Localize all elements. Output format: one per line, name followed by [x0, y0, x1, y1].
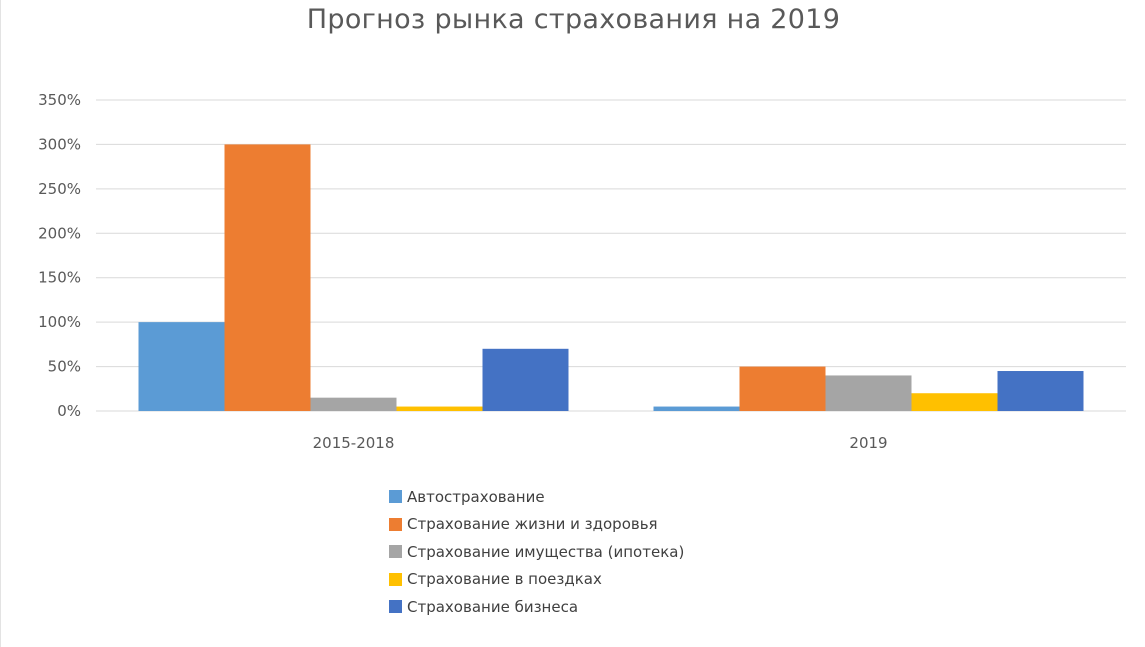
legend-item: Страхование бизнеса: [389, 593, 684, 621]
legend-swatch: [389, 600, 402, 614]
bar: [825, 375, 912, 411]
y-tick-label: 0%: [57, 402, 81, 420]
y-tick-label: 150%: [38, 269, 81, 287]
chart-title: Прогноз рынка страхования на 2019: [306, 4, 841, 35]
legend-item: Страхование в поездках: [389, 566, 684, 594]
bar: [653, 406, 740, 411]
legend-label: Страхование бизнеса: [407, 597, 579, 616]
bar: [482, 348, 569, 411]
bar: [911, 393, 998, 411]
bar: [224, 144, 311, 411]
legend: Автострахование Страхование жизни и здоро…: [389, 483, 684, 621]
bar: [997, 371, 1084, 411]
y-tick-label: 250%: [38, 180, 81, 198]
legend-swatch: [389, 545, 402, 559]
y-tick-label: 100%: [38, 313, 81, 331]
legend-swatch: [389, 572, 402, 586]
legend-label: Страхование в поездках: [407, 570, 602, 589]
legend-label: Страхование жизни и здоровья: [407, 515, 658, 534]
category-label: 2019: [849, 434, 887, 452]
bar: [396, 406, 483, 411]
bar: [739, 366, 826, 411]
legend-label: Страхование имущества (ипотека): [407, 542, 685, 561]
legend-item: Страхование жизни и здоровья: [389, 511, 684, 539]
y-tick-label: 350%: [38, 91, 81, 109]
legend-swatch: [389, 517, 402, 531]
legend-swatch: [389, 490, 402, 504]
bar: [138, 322, 225, 411]
y-tick-label: 200%: [38, 224, 81, 242]
y-tick-label: 50%: [48, 358, 81, 376]
legend-item: Страхование имущества (ипотека): [389, 538, 684, 566]
legend-label: Автострахование: [407, 487, 545, 506]
bar: [310, 397, 397, 411]
category-label: 2015-2018: [313, 434, 395, 452]
legend-item: Автострахование: [389, 483, 684, 511]
y-tick-label: 300%: [38, 135, 81, 153]
